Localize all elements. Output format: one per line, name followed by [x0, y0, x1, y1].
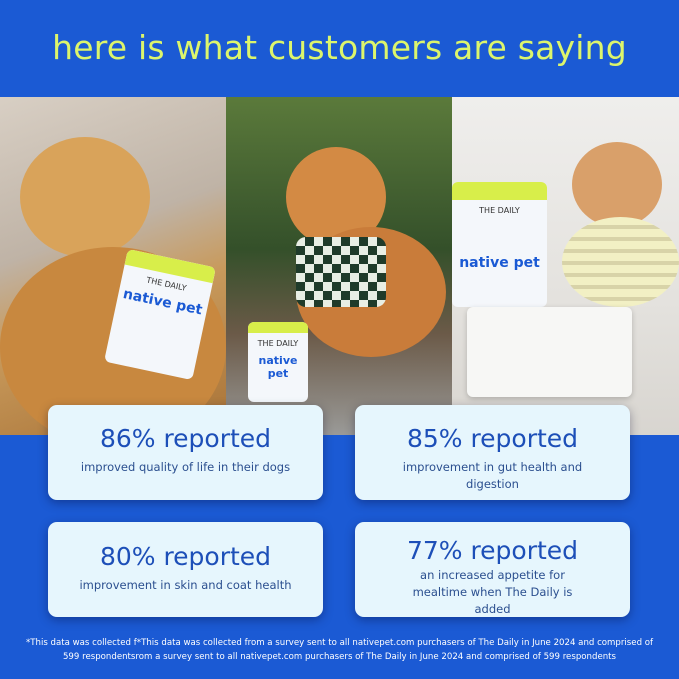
- brand-logo: native pet: [459, 254, 540, 271]
- stat-card: 85% reported improvement in gut health a…: [355, 405, 630, 500]
- stat-card: 80% reported improvement in skin and coa…: [48, 522, 323, 617]
- page-title: here is what customers are saying: [52, 28, 627, 67]
- stat-headline: 86% reported: [99, 424, 272, 453]
- food-bowl: [467, 307, 632, 397]
- brand-logo: native pet: [258, 354, 298, 381]
- stat-card: 86% reported improved quality of life in…: [48, 405, 323, 500]
- photo-corgi: THE DAILY native pet: [226, 97, 452, 435]
- photo-chihuahua: THE DAILY native pet: [452, 97, 679, 435]
- product-can: THE DAILY native pet: [452, 182, 547, 307]
- stat-card: 77% reported an increased appetite for m…: [355, 522, 630, 617]
- striped-sweater: [562, 217, 679, 307]
- checkered-bandana: [296, 237, 386, 307]
- stat-detail: an increased appetite for mealtime when …: [412, 568, 573, 616]
- photo-golden-retriever: THE DAILY native pet: [0, 97, 226, 435]
- stat-detail: improved quality of life in their dogs: [80, 460, 291, 474]
- stat-headline: 80% reported: [99, 542, 272, 571]
- golden-retriever-head: [20, 137, 150, 257]
- stat-detail: improvement in gut health and digestion: [402, 460, 583, 491]
- stat-headline: 85% reported: [406, 424, 579, 453]
- stat-headline: 77% reported: [406, 536, 579, 565]
- photo-collage: THE DAILY native pet THE DAILY native pe…: [0, 97, 679, 435]
- product-label: THE DAILY: [257, 339, 299, 349]
- stat-detail: improvement in skin and coat health: [79, 578, 292, 592]
- footnote: *This data was collected f*This data was…: [25, 638, 654, 662]
- product-label: THE DAILY: [479, 205, 520, 215]
- chihuahua-head: [572, 142, 662, 227]
- product-can: THE DAILY native pet: [248, 322, 308, 402]
